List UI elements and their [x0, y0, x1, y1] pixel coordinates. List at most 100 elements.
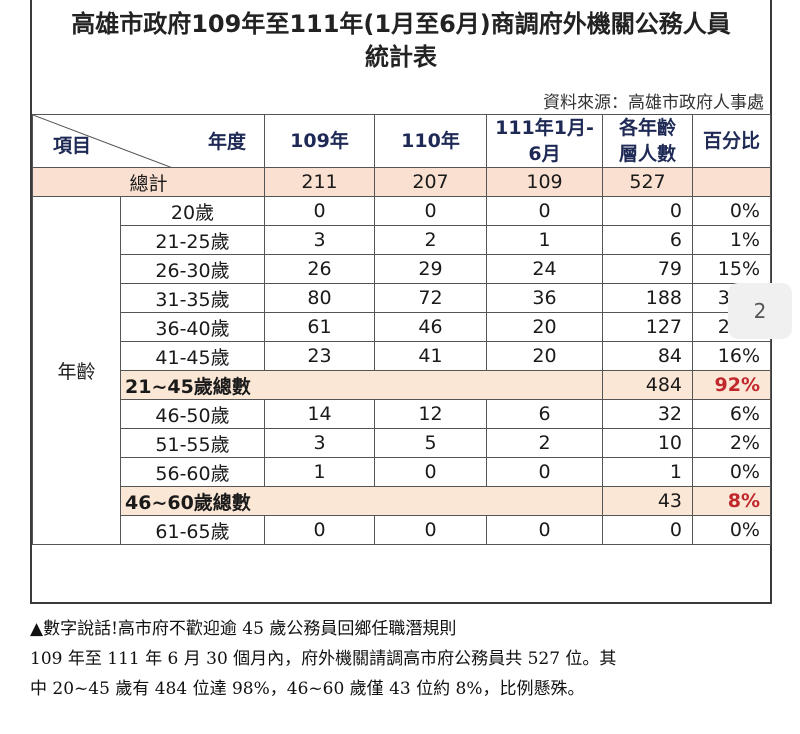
- header-111: 111年1月- 6月: [486, 114, 603, 168]
- subtotal-row: 46~60歲總數 43 8%: [33, 486, 771, 516]
- value-109: 0: [264, 196, 375, 226]
- value-110: 29: [374, 254, 487, 284]
- caption-line-2: 中 20~45 歲有 484 位達 98%，46~60 歲僅 43 位約 8%，…: [30, 679, 585, 699]
- source-note: 資料來源：高雄市政府人事處: [543, 93, 764, 113]
- age-range-label: 51-55歲: [120, 428, 265, 458]
- header-total-line-2: 層人數: [618, 143, 676, 165]
- value-111: 0: [486, 515, 603, 545]
- value-110: 46: [374, 312, 487, 342]
- value-percent: 15%: [692, 254, 771, 284]
- value-sum: 79: [602, 254, 693, 284]
- table-row: 年齡 20歲 0 0 0 0 0%: [32, 196, 771, 545]
- total-sum: 527: [602, 167, 693, 197]
- value-percent: 0%: [692, 515, 771, 545]
- table-row: 26-30歲 26 29 24 79 15%: [33, 254, 771, 284]
- table-frame: 高雄市政府109年至111年(1月至6月)商調府外機關公務人員 統計表 資料來源…: [30, 0, 772, 604]
- value-110: 12: [374, 399, 487, 429]
- value-111: 36: [486, 283, 603, 313]
- total-110: 207: [374, 167, 487, 197]
- title-line-2: 統計表: [365, 43, 437, 71]
- value-111: 0: [486, 196, 603, 226]
- subtotal-label: 46~60歲總數: [120, 486, 603, 516]
- value-109: 26: [264, 254, 375, 284]
- caption-line-1: 109 年至 111 年 6 月 30 個月內，府外機關請調高市府公務員共 52…: [30, 649, 617, 669]
- caption: ▲數字說話!高市府不歡迎逾 45 歲公務員回鄉任職潛規則 109 年至 111 …: [30, 614, 780, 704]
- value-109: 80: [264, 283, 375, 313]
- value-percent: 0%: [692, 196, 771, 226]
- value-sum: 127: [602, 312, 693, 342]
- age-range-label: 56-60歲: [120, 457, 265, 487]
- subtotal-sum: 43: [602, 486, 693, 516]
- header-row: 年度 項目 109年 110年 111年1月- 6月 各年齡 層人數 百分比: [32, 114, 771, 168]
- value-109: 0: [264, 515, 375, 545]
- value-110: 0: [374, 515, 487, 545]
- age-range-label: 31-35歲: [120, 283, 265, 313]
- value-111: 2: [486, 428, 603, 458]
- age-range-label: 41-45歲: [120, 341, 265, 371]
- value-percent: 16%: [692, 341, 771, 371]
- age-range-label: 46-50歲: [120, 399, 265, 429]
- value-109: 3: [264, 428, 375, 458]
- value-111: 6: [486, 399, 603, 429]
- header-total-line-1: 各年齡: [618, 117, 676, 139]
- value-sum: 0: [602, 196, 693, 226]
- value-sum: 6: [602, 225, 693, 255]
- total-row: 總計 211 207 109 527: [32, 167, 771, 197]
- table-row: 41-45歲 23 41 20 84 16%: [33, 341, 771, 371]
- table-row: 36-40歲61462012724%: [33, 312, 771, 342]
- page-title: 高雄市政府109年至111年(1月至6月)商調府外機關公務人員 統計表: [32, 0, 770, 86]
- title-line-1: 高雄市政府109年至111年(1月至6月)商調府外機關公務人員: [71, 10, 731, 38]
- table-row: 61-65歲 0 0 0 0 0%: [33, 515, 771, 545]
- value-110: 2: [374, 225, 487, 255]
- total-109: 211: [264, 167, 375, 197]
- subtotal-percent: 8%: [692, 486, 771, 516]
- value-109: 1: [264, 457, 375, 487]
- header-percent: 百分比: [692, 114, 771, 168]
- age-range-label: 61-65歲: [120, 515, 265, 545]
- value-percent: 0%: [692, 457, 771, 487]
- value-percent: 2%: [692, 428, 771, 458]
- subtotal-sum: 484: [602, 370, 693, 400]
- age-range-label: 26-30歲: [120, 254, 265, 284]
- page-number-badge[interactable]: 2: [728, 283, 792, 339]
- header-year-label: 年度: [207, 131, 246, 153]
- header-110: 110年: [374, 114, 487, 168]
- age-group-label: 年齡: [32, 196, 121, 545]
- diagonal-line: [33, 115, 171, 167]
- value-111: 1: [486, 225, 603, 255]
- value-110: 0: [374, 457, 487, 487]
- table-row: 46-50歲 14 12 6 32 6%: [33, 399, 771, 429]
- total-111: 109: [486, 167, 603, 197]
- header-109: 109年: [264, 114, 375, 168]
- value-110: 72: [374, 283, 487, 313]
- value-sum: 0: [602, 515, 693, 545]
- value-sum: 1: [602, 457, 693, 487]
- header-total: 各年齡 層人數: [602, 114, 693, 168]
- value-111: 0: [486, 457, 603, 487]
- caption-headline: ▲數字說話!高市府不歡迎逾 45 歲公務員回鄉任職潛規則: [30, 619, 457, 639]
- value-sum: 188: [602, 283, 693, 313]
- table-row: 51-55歲 3 5 2 10 2%: [33, 428, 771, 458]
- value-109: 61: [264, 312, 375, 342]
- value-109: 23: [264, 341, 375, 371]
- total-percent: [692, 167, 771, 197]
- total-label: 總計: [32, 167, 265, 197]
- header-item-label: 項目: [53, 135, 92, 157]
- header-111-line-2: 6月: [528, 143, 561, 165]
- value-109: 3: [264, 225, 375, 255]
- value-110: 41: [374, 341, 487, 371]
- table-row: 21-25歲 3 2 1 6 1%: [33, 225, 771, 255]
- subtotal-label: 21~45歲總數: [120, 370, 603, 400]
- value-sum: 84: [602, 341, 693, 371]
- value-111: 24: [486, 254, 603, 284]
- value-109: 14: [264, 399, 375, 429]
- value-percent: 1%: [692, 225, 771, 255]
- age-range-label: 20歲: [120, 196, 265, 226]
- subtotal-row: 21~45歲總數 484 92%: [33, 370, 771, 400]
- header-diagonal-cell: 年度 項目: [32, 114, 265, 168]
- value-sum: 32: [602, 399, 693, 429]
- value-111: 20: [486, 312, 603, 342]
- value-110: 5: [374, 428, 487, 458]
- value-percent: 6%: [692, 399, 771, 429]
